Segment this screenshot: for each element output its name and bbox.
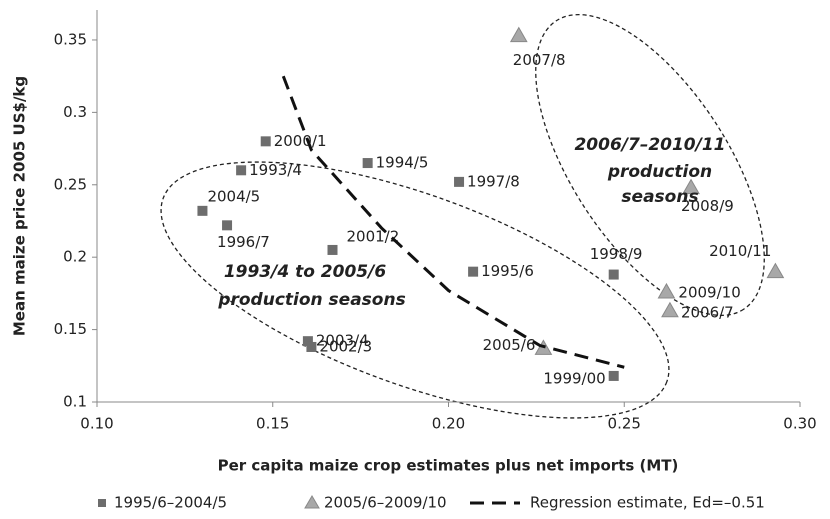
point-label: 1993/4 [249, 161, 302, 179]
point-label: 2000/1 [274, 132, 327, 150]
y-tick-label: 0.1 [63, 393, 87, 411]
annotation: seasons [621, 187, 698, 207]
point-label: 1998/9 [590, 245, 643, 263]
point [327, 244, 338, 255]
point-label: 2009/10 [678, 283, 740, 301]
y-tick-label: 0.15 [54, 320, 87, 338]
point [454, 176, 465, 187]
point-label: 2003/4 [316, 332, 369, 350]
legend-swatch [304, 495, 320, 509]
y-tick-label: 0.2 [63, 248, 87, 266]
x-tick-label: 0.10 [80, 415, 113, 433]
point-label: 2001/2 [347, 227, 400, 245]
point [362, 158, 373, 169]
legend-label: 2005/6–2009/10 [324, 494, 447, 512]
point [608, 370, 619, 381]
point-label: 2007/8 [513, 51, 566, 69]
point-label: 2004/5 [207, 187, 260, 205]
annotation: production [607, 162, 712, 182]
point-label: 1999/00 [543, 369, 605, 387]
point [222, 220, 233, 231]
group-ellipse [535, 13, 765, 317]
point [468, 266, 479, 277]
point [197, 205, 208, 216]
point-label: 1996/7 [217, 233, 270, 251]
point-label: 2002/3 [319, 337, 372, 355]
x-tick-label: 0.20 [432, 415, 465, 433]
point-label: 1997/8 [467, 172, 520, 190]
point [509, 26, 528, 43]
x-tick-label: 0.15 [256, 415, 289, 433]
point [657, 282, 676, 299]
y-tick-label: 0.3 [63, 103, 87, 121]
point [236, 165, 247, 176]
point [661, 301, 679, 318]
point-label: 2008/9 [681, 197, 734, 215]
point-label: 2010/11 [709, 242, 771, 260]
legend-label: 1995/6–2004/5 [114, 494, 227, 512]
annotation: production seasons [217, 290, 405, 310]
regression-line [281, 75, 625, 369]
group-ellipse [160, 161, 670, 419]
point-label: 2005/6 [483, 336, 536, 354]
point-label: 2006/7 [681, 303, 734, 321]
point-label: 1995/6 [481, 262, 534, 280]
x-tick-label: 0.30 [783, 415, 816, 433]
x-tick-label: 0.25 [608, 415, 641, 433]
point [766, 262, 785, 279]
point [608, 269, 619, 280]
point [302, 336, 313, 347]
annotation: 2006/7–2010/11 [574, 135, 725, 155]
legend-label: Regression estimate, Ed=–0.51 [530, 494, 765, 512]
y-axis-label: Mean maize price 2005 US$/kg [11, 76, 29, 336]
point [306, 341, 317, 352]
point [260, 136, 271, 147]
point [682, 178, 700, 195]
annotation: 1993/4 to 2005/6 [224, 262, 387, 282]
point-label: 1994/5 [376, 154, 429, 172]
legend-swatch [98, 499, 106, 507]
y-tick-label: 0.25 [54, 175, 87, 193]
x-axis-label: Per capita maize crop estimates plus net… [218, 457, 679, 475]
y-tick-label: 0.35 [54, 30, 87, 48]
